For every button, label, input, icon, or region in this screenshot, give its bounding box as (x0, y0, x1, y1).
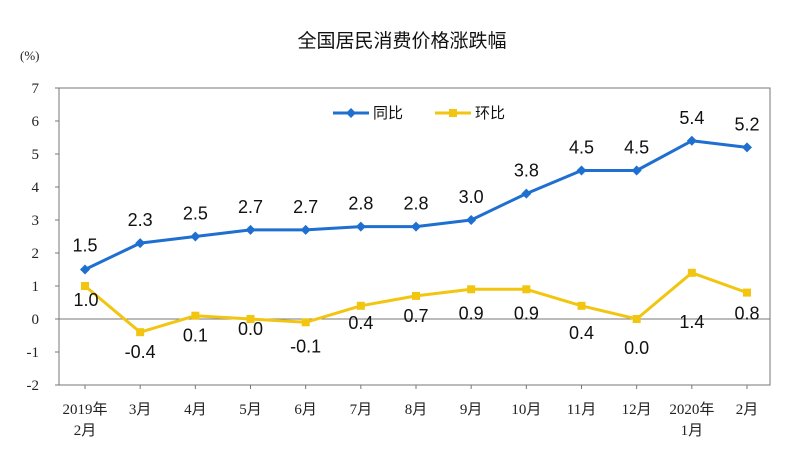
data-point-yoy (411, 221, 421, 232)
x-tick-label: 8月 (405, 402, 428, 418)
data-label-yoy: 5.4 (679, 108, 704, 128)
data-label-mom: 0.0 (238, 319, 263, 339)
data-label-yoy: 2.3 (128, 210, 153, 230)
legend-marker-yoy (346, 108, 356, 118)
data-label-mom: 0.8 (734, 304, 759, 324)
y-tick-label: 4 (32, 180, 40, 196)
x-tick-label: 5月 (239, 402, 262, 418)
x-tick-label: 2月 (74, 423, 97, 439)
data-point-mom (522, 285, 531, 294)
data-label-mom: 0.1 (183, 326, 208, 346)
data-point-mom (412, 291, 420, 300)
data-point-yoy (521, 188, 532, 199)
data-label-yoy: 4.5 (569, 138, 594, 158)
x-tick-label: 6月 (294, 402, 317, 418)
data-label-yoy: 2.8 (403, 194, 428, 214)
x-tick-label: 10月 (511, 402, 541, 418)
y-tick-label: 6 (32, 114, 40, 130)
legend-label-yoy: 同比 (373, 104, 403, 122)
y-tick-label: 7 (32, 81, 40, 97)
data-label-mom: 0.4 (348, 313, 373, 333)
legend-label-mom: 环比 (475, 104, 505, 122)
y-axis-unit: (%) (20, 48, 40, 63)
data-point-yoy (245, 224, 256, 235)
x-tick-label: 11月 (567, 402, 596, 418)
x-tick-label: 4月 (184, 402, 207, 418)
data-point-mom (632, 315, 641, 323)
data-point-yoy (190, 231, 201, 242)
data-point-mom (81, 282, 89, 290)
y-tick-label: -2 (27, 378, 40, 394)
data-point-mom (136, 328, 145, 337)
y-tick-label: 1 (32, 279, 40, 295)
data-point-mom (301, 318, 310, 327)
data-point-yoy (466, 215, 477, 225)
data-label-yoy: 4.5 (624, 138, 649, 158)
x-tick-label: 12月 (622, 402, 652, 418)
data-label-mom: 0.0 (624, 338, 649, 358)
data-point-mom (191, 311, 200, 320)
data-label-mom: 0.4 (569, 323, 594, 343)
x-tick-label: 3月 (129, 402, 152, 418)
x-tick-label: 1月 (681, 423, 704, 439)
data-label-yoy: 3.8 (514, 161, 539, 181)
data-label-yoy: 5.2 (734, 114, 759, 134)
data-point-yoy (576, 165, 587, 176)
data-label-yoy: 2.7 (238, 197, 263, 217)
data-point-mom (743, 288, 751, 297)
x-tick-label: 2020年 (669, 401, 714, 418)
data-point-yoy (686, 135, 697, 146)
data-label-yoy: 3.0 (459, 187, 484, 207)
data-point-mom (467, 285, 476, 294)
data-point-mom (246, 315, 255, 323)
y-tick-label: 3 (32, 213, 40, 229)
data-label-mom: 1.0 (73, 290, 98, 310)
x-tick-label: 7月 (350, 402, 373, 418)
data-point-mom (577, 301, 586, 310)
data-label-mom: 0.9 (514, 303, 539, 323)
chart-title: 全国居民消费价格涨跌幅 (297, 30, 506, 52)
data-point-yoy (631, 165, 642, 176)
data-label-mom: 1.4 (679, 312, 704, 332)
data-label-yoy: 2.7 (293, 197, 318, 217)
data-point-mom (687, 268, 696, 277)
plot-frame (58, 87, 771, 386)
y-tick-label: 2 (32, 246, 40, 262)
data-point-yoy (135, 238, 146, 249)
y-tick-label: -1 (27, 345, 40, 361)
y-tick-label: 5 (32, 147, 40, 163)
x-tick-label: 2月 (736, 402, 759, 418)
data-label-yoy: 1.5 (72, 236, 97, 256)
y-tick-label: 0 (32, 312, 40, 328)
data-point-yoy (742, 142, 752, 153)
data-point-yoy (80, 264, 90, 275)
data-point-yoy (300, 224, 311, 235)
data-point-mom (356, 301, 365, 310)
x-tick-label: 9月 (460, 402, 483, 418)
data-label-mom: 0.7 (403, 306, 428, 326)
data-label-yoy: 2.8 (348, 194, 373, 214)
data-label-mom: -0.4 (125, 342, 156, 362)
data-label-mom: -0.1 (290, 336, 321, 356)
x-tick-label: 2019年 (62, 401, 107, 418)
data-label-mom: 0.9 (459, 303, 484, 323)
data-label-yoy: 2.5 (183, 204, 208, 224)
data-point-yoy (355, 221, 366, 232)
legend-marker-mom (449, 109, 457, 117)
